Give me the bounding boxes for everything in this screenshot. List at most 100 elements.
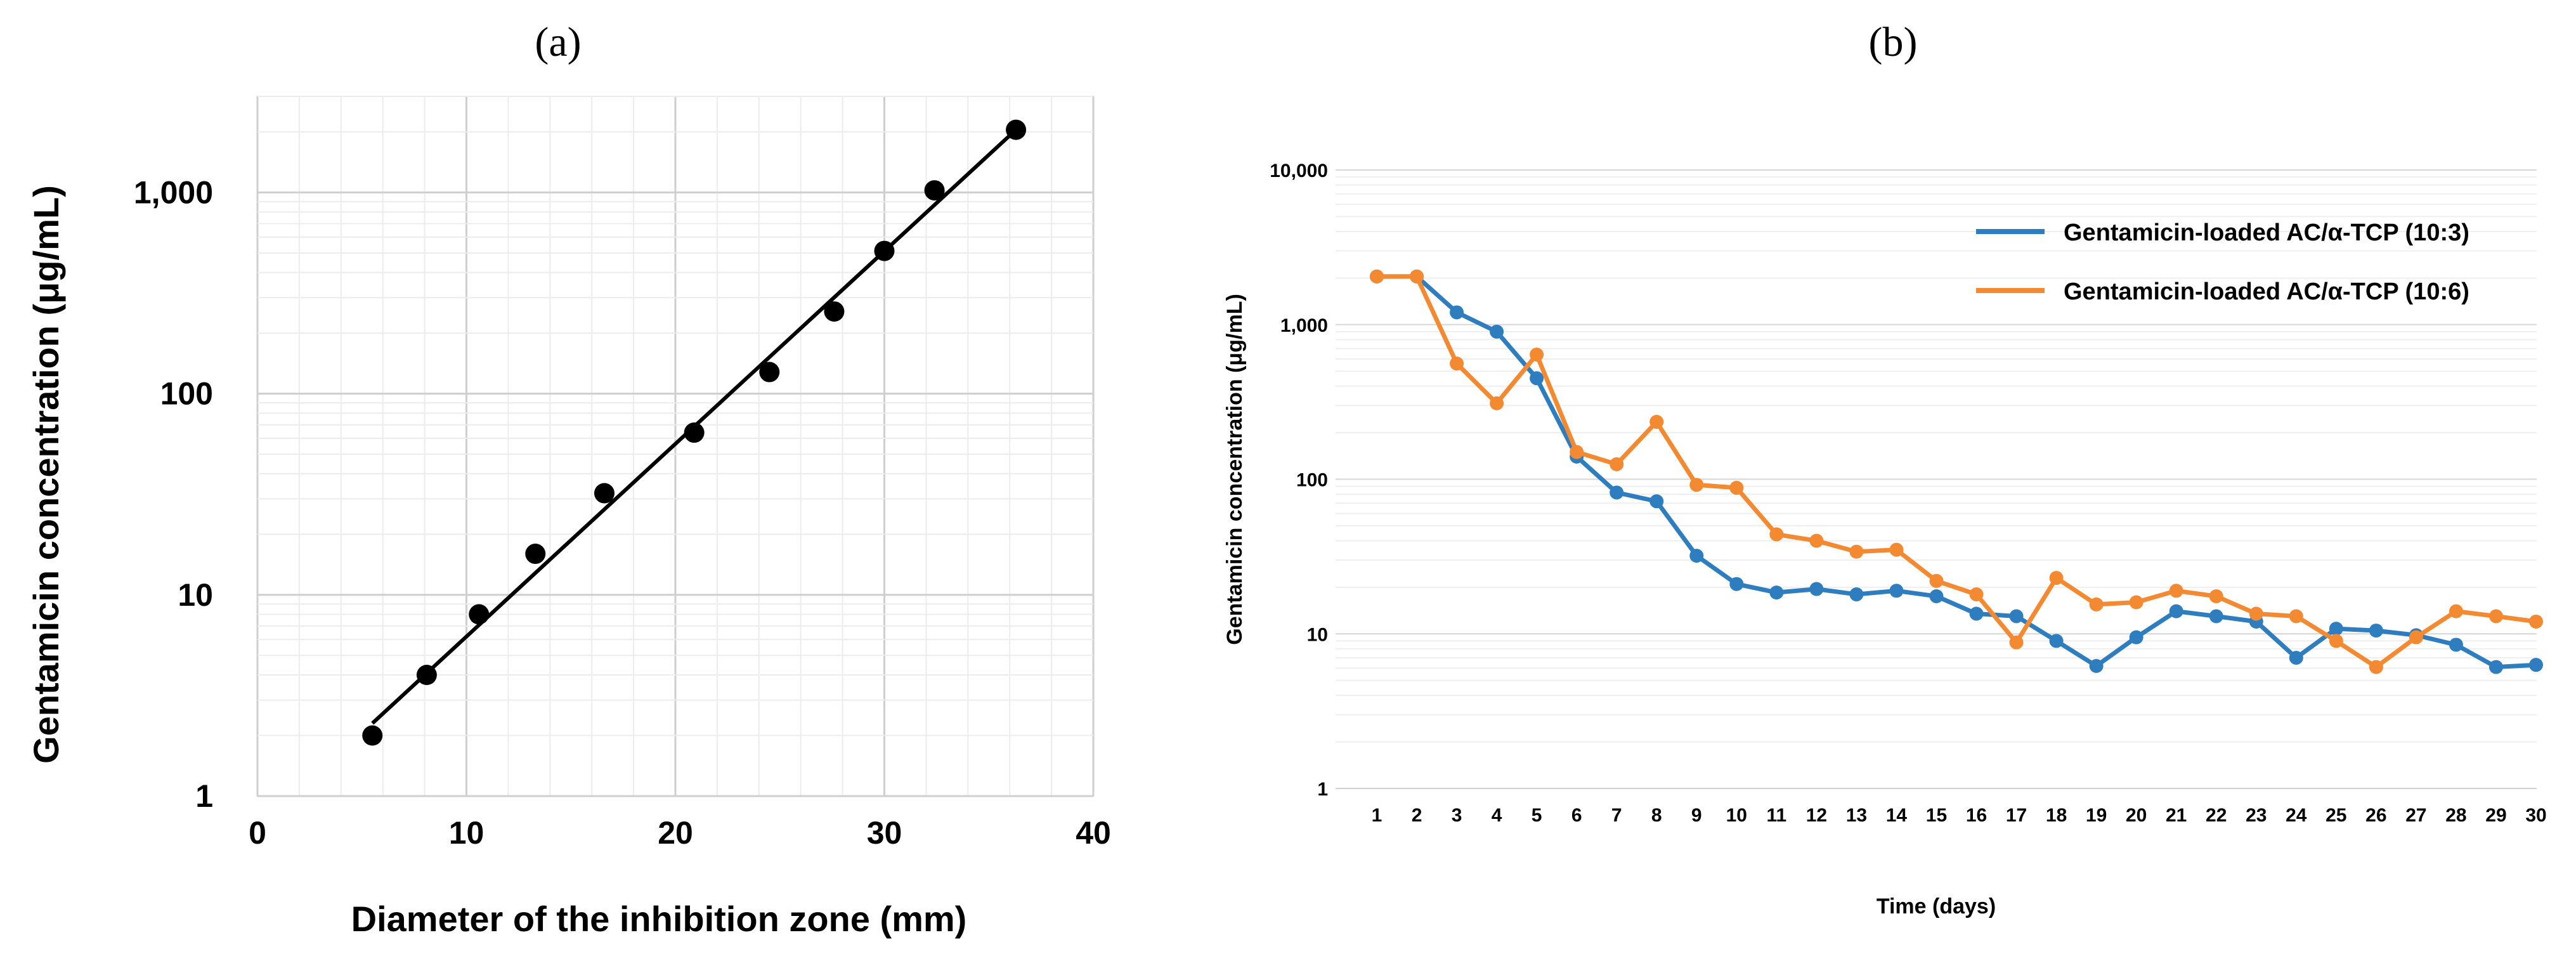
b-data-point [1969, 587, 1984, 602]
b-data-point [2169, 584, 2183, 598]
b-data-point [1929, 589, 1944, 604]
a-data-point [469, 604, 490, 625]
b-x-tick-label: 21 [2166, 805, 2187, 826]
b-data-point [1410, 269, 1424, 284]
b-x-tick-label: 7 [1611, 805, 1622, 826]
a-data-point [362, 725, 383, 746]
b-x-tick-label: 2 [1412, 805, 1422, 826]
b-data-point [2049, 571, 2064, 585]
b-data-point [1929, 573, 1944, 588]
a-data-point [1006, 119, 1027, 140]
b-data-point [2089, 658, 2104, 673]
a-data-point [759, 362, 780, 382]
b-x-tick-label: 30 [2525, 805, 2546, 826]
panel-b-label: (b) [1869, 19, 1918, 65]
b-y-tick-label: 1,000 [1280, 315, 1328, 336]
b-data-point [1849, 587, 1864, 602]
b-data-point [1649, 494, 1664, 509]
panel-a: (a) 1 10 100 1,000 0 10 20 30 40 Diameter of th… [26, 19, 1111, 939]
b-data-point [2089, 597, 2104, 611]
a-data-point [874, 240, 895, 261]
b-x-tick-label: 15 [1926, 805, 1947, 826]
b-data-point [2488, 609, 2503, 624]
b-data-point [2329, 622, 2343, 636]
b-data-point [1450, 305, 1464, 320]
b-x-tick-label: 6 [1571, 805, 1582, 826]
b-data-point [1490, 324, 1504, 339]
b-x-tick-label: 17 [2006, 805, 2027, 826]
b-data-point [1530, 347, 1544, 362]
a-y-tick-label: 1 [195, 778, 213, 814]
a-data-point [684, 422, 705, 443]
b-x-tick-label: 12 [1806, 805, 1827, 826]
a-y-tick-label: 100 [160, 376, 213, 412]
b-data-point [1769, 585, 1784, 600]
b-y-tick-label: 10,000 [1270, 160, 1328, 181]
b-x-tick-label: 5 [1532, 805, 1542, 826]
a-y-tick-label: 10 [178, 577, 213, 613]
b-y-tick-label: 100 [1296, 470, 1328, 491]
b-x-tick-label: 22 [2206, 805, 2227, 826]
b-data-point [2329, 634, 2343, 648]
b-x-tick-label: 1 [1372, 805, 1382, 826]
b-data-point [2289, 609, 2303, 624]
b-data-point [2049, 634, 2064, 648]
b-data-point [1809, 533, 1824, 548]
b-data-point [1370, 269, 1384, 284]
b-data-point [1889, 584, 1904, 598]
a-x-tick-label: 30 [867, 815, 902, 851]
b-x-tick-label: 11 [1766, 805, 1786, 826]
b-data-point [1729, 577, 1744, 591]
b-data-point [1809, 582, 1824, 596]
panel-b-x-axis-title: Time (days) [1877, 894, 1996, 919]
b-data-point [2449, 604, 2463, 618]
panel-a-label: (a) [535, 19, 581, 65]
a-x-tick-label: 0 [249, 815, 266, 851]
b-data-point [2169, 604, 2183, 618]
b-data-point [1689, 478, 1704, 492]
legend-label-10-6: Gentamicin-loaded AC/α-TCP (10:6) [2064, 278, 2469, 305]
b-x-tick-label: 26 [2365, 805, 2386, 826]
b-x-tick-label: 24 [2286, 805, 2307, 826]
b-data-point [2249, 606, 2263, 621]
b-x-tick-label: 14 [1886, 805, 1908, 826]
b-data-point [1570, 445, 1584, 459]
panel-a-x-axis-title: Diameter of the inhibition zone (mm) [351, 899, 967, 939]
a-y-tick-label: 1,000 [134, 174, 213, 210]
b-x-tick-label: 25 [2326, 805, 2346, 826]
a-x-tick-label: 20 [658, 815, 693, 851]
b-data-point [1969, 606, 1984, 621]
b-y-tick-label: 10 [1307, 624, 1328, 645]
panel-b-x-tick-labels: 1 2 3 4 5 6 7 8 9 10 11 12 13 14 15 16 17 18 19 20 21 22 23 24 2… [1372, 805, 2547, 826]
b-data-point [1450, 356, 1464, 371]
b-x-tick-label: 10 [1726, 805, 1747, 826]
b-data-point [1490, 396, 1504, 410]
b-data-point [2009, 635, 2024, 650]
a-data-point [416, 665, 437, 686]
panel-a-y-tick-labels: 1 10 100 1,000 [134, 174, 213, 814]
b-x-tick-label: 28 [2445, 805, 2466, 826]
b-x-tick-label: 9 [1691, 805, 1702, 826]
panel-a-gridlines [256, 96, 1095, 797]
b-data-point [2529, 658, 2543, 672]
b-data-point [1849, 544, 1864, 559]
a-data-point [594, 483, 615, 504]
a-x-tick-label: 10 [449, 815, 485, 851]
b-x-tick-label: 16 [1966, 805, 1987, 826]
b-x-tick-label: 8 [1651, 805, 1662, 826]
legend-label-10-3: Gentamicin-loaded AC/α-TCP (10:3) [2064, 219, 2469, 246]
b-data-point [2009, 609, 2024, 624]
panel-b-y-axis-title: Gentamicin concentration (μg/mL) [1223, 294, 1247, 645]
panel-b-legend: Gentamicin-loaded AC/α-TCP (10:3) Gentam… [1976, 219, 2469, 305]
panel-a-data-points [362, 119, 1027, 746]
panel-a-y-axis-title: Gentamicin concentration (μg/mL) [26, 185, 66, 764]
b-x-tick-label: 23 [2246, 805, 2267, 826]
b-data-point [1610, 457, 1624, 471]
panel-b-series [1370, 269, 2543, 674]
b-data-point [2369, 660, 2383, 674]
panel-b-y-tick-labels: 1 10 100 1,000 10,000 [1270, 160, 1328, 800]
b-x-tick-label: 13 [1846, 805, 1867, 826]
b-data-point [2209, 609, 2223, 624]
